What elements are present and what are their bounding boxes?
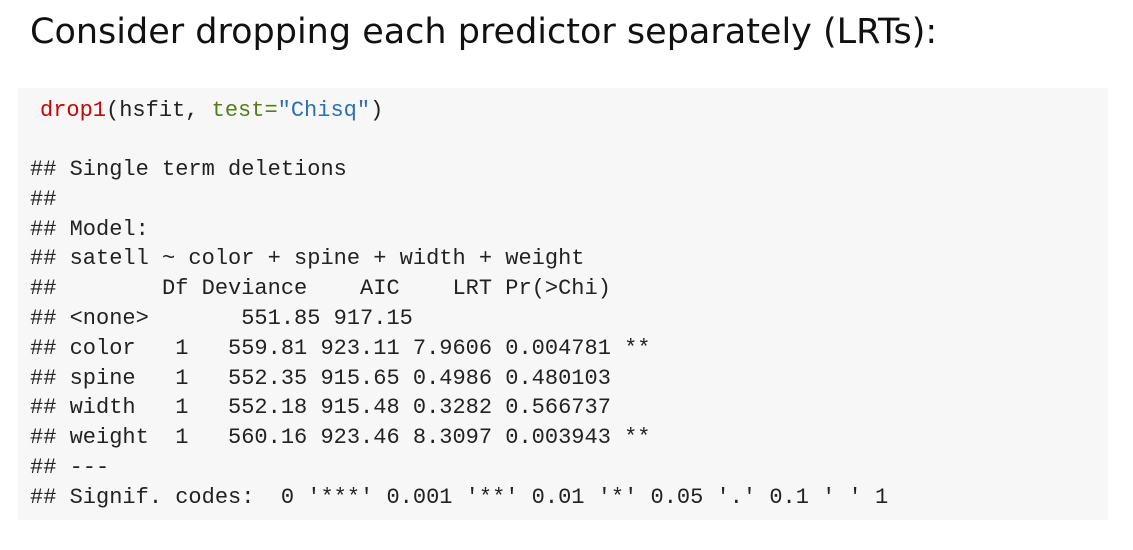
output-line: ## <none> 551.85 917.15 [30,305,413,331]
output-line: ## Signif. codes: 0 '***' 0.001 '**' 0.0… [30,484,889,510]
output: ## Single term deletions ## ## Model: ## sa… [30,155,888,513]
output-line: ## weight 1 560.16 923.46 8.3097 0.00394… [30,425,651,451]
output-line: ## spine 1 552.35 915.65 0.4986 0.480103 [30,365,611,391]
output-line: ## width 1 552.18 915.48 0.3282 0.566737 [30,395,611,421]
code-line: drop1(hsfit, test="Chisq") [40,96,383,126]
code-args: (hsfit, [106,98,212,123]
output-line: ## [30,186,57,212]
output-line: ## Single term deletions [30,157,347,182]
output-line: ## color 1 559.81 923.11 7.9606 0.004781… [30,335,651,361]
code-block: drop1(hsfit, test="Chisq") ## Single ter… [18,88,1108,520]
code-close: ) [370,98,384,123]
code-string: "Chisq" [277,98,371,123]
code-arg-name: test= [211,98,278,123]
output-line: ## Df Deviance AIC LRT Pr(>Chi) [30,276,611,302]
output-line: ## satell ~ color + spine + width + weig… [30,246,585,272]
output-line: ## Model: [30,216,149,242]
heading: Consider dropping each predictor separat… [30,12,938,52]
code-function: drop1 [40,98,107,123]
output-line: ## --- [30,454,110,480]
